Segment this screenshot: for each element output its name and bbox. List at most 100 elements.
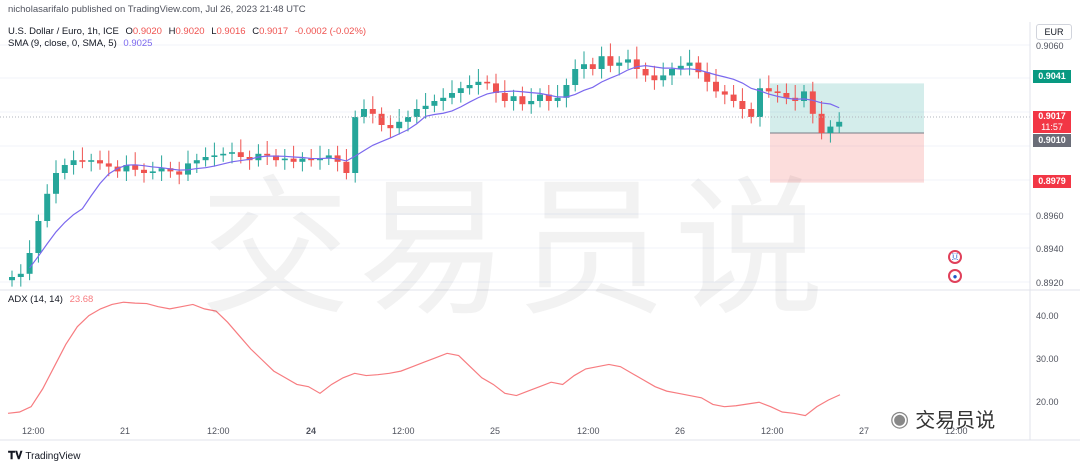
candle-body	[193, 160, 200, 164]
adx-tick: 40.00	[1036, 311, 1059, 321]
candle-body	[607, 56, 614, 66]
price-tick: 0.8960	[1036, 211, 1064, 221]
publisher-line: nicholasarifalo published on TradingView…	[8, 4, 306, 15]
candle-body	[484, 81, 491, 84]
candle-body	[343, 161, 350, 173]
adx-legend[interactable]: ADX (14, 14) 23.68	[8, 294, 97, 305]
candle-body	[537, 94, 543, 101]
candle-body	[361, 109, 367, 117]
adx-tick: 20.00	[1036, 397, 1059, 407]
entry-price-label[interactable]: 0.9010	[1033, 134, 1071, 147]
candle-body	[651, 75, 658, 81]
candle-body	[686, 62, 693, 66]
candle-body	[721, 91, 728, 95]
sma-legend[interactable]: SMA (9, close, 0, SMA, 5) 0.9025	[8, 38, 156, 49]
candle-body	[449, 93, 455, 98]
candle-body	[220, 153, 227, 156]
adx-line	[7, 301, 841, 417]
candle-body	[61, 165, 68, 173]
candle-body	[53, 173, 59, 194]
current-price-label[interactable]: 0.9017 11:57	[1033, 111, 1071, 133]
symbol-legend[interactable]: U.S. Dollar / Euro, 1h, ICE O0.9020 H0.9…	[8, 26, 367, 37]
symbol-name[interactable]: U.S. Dollar / Euro, 1h, ICE	[8, 26, 119, 37]
candle-body	[237, 152, 244, 157]
stop-price-label[interactable]: 0.8979	[1033, 175, 1071, 188]
candle-body	[836, 121, 843, 127]
candle-body	[387, 125, 394, 129]
candle-body	[405, 117, 411, 122]
candle-body	[369, 109, 376, 114]
candle-body	[290, 158, 297, 162]
candle-body	[281, 158, 288, 161]
candle-body	[105, 163, 112, 167]
candle-body	[677, 65, 684, 69]
eu-flag-icon[interactable]: ●	[948, 269, 962, 283]
candle-body	[396, 121, 403, 129]
candle-body	[35, 221, 42, 253]
candle-body	[317, 158, 323, 161]
candle-body	[598, 56, 605, 69]
candle-body	[202, 157, 209, 161]
candle-body	[88, 160, 95, 162]
candle-body	[70, 160, 77, 165]
high-value: 0.9020	[175, 26, 205, 37]
stop-zone[interactable]	[770, 133, 924, 183]
candle-body	[17, 273, 24, 277]
target-price-label[interactable]: 0.9041	[1033, 70, 1071, 83]
candle-body	[783, 93, 790, 98]
candle-body	[264, 153, 271, 156]
candle-body	[457, 88, 464, 93]
candle-body	[642, 69, 649, 76]
time-tick: 12:00	[761, 426, 784, 436]
candle-body	[581, 64, 587, 69]
price-tick: 0.8940	[1036, 244, 1064, 254]
time-tick: 12:00	[207, 426, 230, 436]
adx-label[interactable]: ADX (14, 14)	[8, 294, 63, 305]
candle-body	[827, 126, 834, 133]
bar-countdown: 11:57	[1041, 122, 1063, 132]
open-value: 0.9020	[132, 26, 162, 37]
candle-body	[730, 94, 737, 101]
adx-tick: 30.00	[1036, 354, 1059, 364]
tradingview-logo[interactable]: 𝐓𝐕 TradingView	[8, 450, 81, 462]
time-tick: 26	[675, 426, 686, 436]
candle-body	[519, 96, 526, 105]
candle-body	[123, 165, 130, 172]
candle-body	[413, 109, 420, 117]
candle-body	[713, 81, 719, 92]
target-zone[interactable]	[770, 83, 924, 133]
candle-body	[79, 160, 86, 162]
close-value: 0.9017	[259, 26, 289, 37]
candle-body	[308, 158, 315, 161]
price-tick: 0.8920	[1036, 278, 1064, 288]
tv-logo-icon: 𝐓𝐕	[8, 450, 23, 462]
candle-body	[141, 169, 147, 173]
time-tick: 12:00	[945, 426, 968, 436]
candle-body	[431, 101, 438, 106]
candle-body	[422, 105, 429, 109]
candle-body	[185, 163, 191, 175]
candle-body	[510, 96, 517, 101]
currency-button[interactable]: EUR	[1036, 24, 1072, 40]
candle-body	[229, 152, 235, 154]
candle-body	[704, 72, 711, 82]
price-tick: 0.9060	[1036, 41, 1064, 51]
candle-body	[493, 83, 499, 93]
candle-body	[246, 157, 253, 161]
sma-label[interactable]: SMA (9, close, 0, SMA, 5)	[8, 38, 117, 49]
time-tick: 27	[859, 426, 870, 436]
candle-body	[739, 101, 746, 109]
us-flag-icon[interactable]: 🇺	[948, 250, 962, 264]
candle-body	[299, 158, 306, 162]
sma-value: 0.9025	[123, 38, 153, 49]
time-tick: 24	[306, 426, 317, 436]
candle-body	[633, 59, 640, 69]
candlestick-series	[9, 43, 843, 287]
candle-body	[818, 113, 825, 133]
watermark-badge: ◉ 交易员说	[890, 405, 996, 433]
candle-body	[563, 85, 570, 98]
candle-body	[211, 155, 218, 157]
candle-body	[132, 165, 139, 170]
candle-body	[695, 62, 702, 73]
